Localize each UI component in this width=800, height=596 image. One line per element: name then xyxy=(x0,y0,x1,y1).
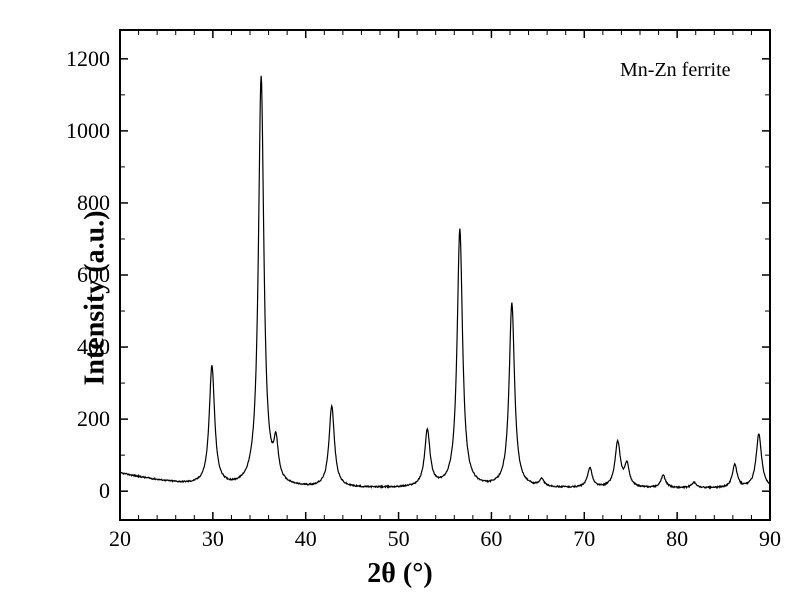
legend-text: Mn-Zn ferrite xyxy=(620,59,731,81)
svg-text:1000: 1000 xyxy=(66,118,110,143)
svg-text:20: 20 xyxy=(109,526,131,551)
svg-text:30: 30 xyxy=(202,526,224,551)
svg-text:50: 50 xyxy=(388,526,410,551)
xrd-chart: 2030405060708090020040060080010001200 In… xyxy=(0,0,800,596)
svg-text:0: 0 xyxy=(99,478,110,503)
x-axis-label-text: 2θ (°) xyxy=(367,558,432,589)
svg-text:80: 80 xyxy=(666,526,688,551)
chart-svg: 2030405060708090020040060080010001200 xyxy=(0,0,800,596)
svg-text:90: 90 xyxy=(759,526,781,551)
legend-label: Mn-Zn ferrite xyxy=(620,59,731,82)
x-axis-label: 2θ (°) xyxy=(367,558,432,590)
svg-text:40: 40 xyxy=(295,526,317,551)
svg-text:70: 70 xyxy=(573,526,595,551)
svg-text:60: 60 xyxy=(480,526,502,551)
svg-text:200: 200 xyxy=(77,406,110,431)
svg-text:1200: 1200 xyxy=(66,46,110,71)
y-axis-label: Intensity (a.u.) xyxy=(80,210,112,385)
y-axis-label-text: Intensity (a.u.) xyxy=(80,210,111,385)
